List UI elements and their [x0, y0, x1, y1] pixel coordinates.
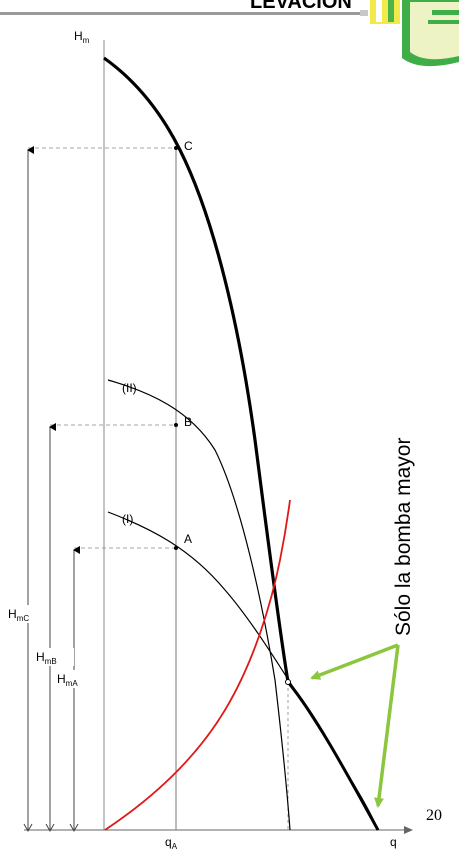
- point-b-label: B: [184, 415, 192, 429]
- annotation-arrow-lower: [374, 644, 400, 808]
- curve-II-label: (II): [122, 381, 137, 395]
- hmb-label: HmB: [36, 650, 57, 666]
- pump-curve-II: [107, 379, 291, 831]
- operating-point-marker: [285, 679, 291, 685]
- combined-curve-tail: [286, 681, 380, 831]
- point-c-label: C: [184, 139, 193, 153]
- curve-I-label: (I): [122, 512, 133, 526]
- hmc-label: HmC: [8, 607, 29, 623]
- pump-curve-I: [107, 511, 379, 831]
- annotation-text: Sólo la bomba mayor: [392, 438, 415, 636]
- logo-icon: [370, 0, 459, 67]
- point-c-marker: [174, 146, 178, 150]
- x-axis-label: q: [390, 835, 397, 849]
- qa-label: qA: [165, 835, 178, 851]
- point-a-label: A: [184, 532, 192, 546]
- point-b-marker: [174, 423, 178, 427]
- annotation-arrow-upper: [310, 643, 399, 680]
- header-banner: LEVACIÓN: [0, 0, 368, 16]
- combined-pump-curve: [103, 56, 290, 683]
- system-curve: [104, 499, 291, 831]
- header-title: LEVACIÓN: [250, 0, 352, 13]
- point-a-marker: [174, 546, 178, 550]
- y-axis-label: Hm: [74, 29, 90, 45]
- hma-label: HmA: [57, 672, 78, 688]
- page-number: 20: [426, 807, 442, 824]
